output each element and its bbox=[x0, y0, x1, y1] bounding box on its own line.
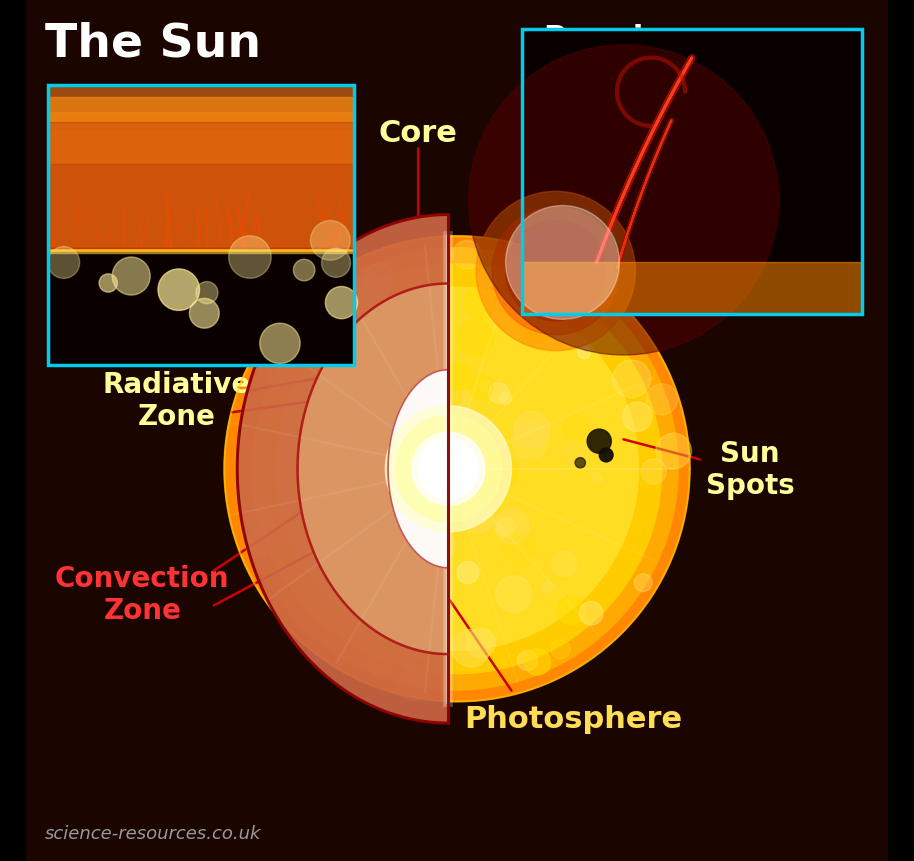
Bar bbox=[48, 85, 354, 253]
Circle shape bbox=[155, 168, 759, 771]
Circle shape bbox=[224, 237, 690, 702]
Text: Sun
Spots: Sun Spots bbox=[706, 439, 794, 499]
Bar bbox=[48, 86, 354, 366]
Circle shape bbox=[634, 574, 653, 592]
Circle shape bbox=[405, 666, 420, 679]
Circle shape bbox=[320, 536, 331, 548]
Circle shape bbox=[48, 247, 80, 279]
Circle shape bbox=[469, 46, 779, 356]
Circle shape bbox=[516, 307, 553, 343]
Circle shape bbox=[395, 416, 502, 523]
Circle shape bbox=[514, 412, 550, 448]
Circle shape bbox=[369, 653, 394, 678]
Circle shape bbox=[344, 512, 376, 544]
Circle shape bbox=[579, 602, 603, 625]
Bar bbox=[522, 263, 862, 314]
Circle shape bbox=[429, 381, 461, 412]
Circle shape bbox=[318, 437, 328, 447]
Circle shape bbox=[252, 501, 271, 519]
Circle shape bbox=[386, 406, 512, 532]
Bar bbox=[48, 86, 354, 249]
Circle shape bbox=[499, 393, 512, 405]
Circle shape bbox=[444, 387, 472, 415]
Circle shape bbox=[228, 237, 271, 279]
Circle shape bbox=[322, 558, 357, 594]
Circle shape bbox=[457, 562, 479, 584]
Circle shape bbox=[325, 287, 357, 319]
Circle shape bbox=[347, 573, 362, 587]
Circle shape bbox=[469, 376, 493, 400]
Circle shape bbox=[457, 321, 494, 356]
Circle shape bbox=[525, 319, 550, 344]
Circle shape bbox=[517, 651, 537, 671]
Bar bbox=[48, 131, 354, 249]
Circle shape bbox=[557, 597, 585, 624]
Circle shape bbox=[412, 433, 485, 505]
Circle shape bbox=[252, 264, 662, 674]
Bar bbox=[48, 122, 354, 249]
Circle shape bbox=[350, 275, 387, 312]
Circle shape bbox=[551, 551, 578, 577]
Circle shape bbox=[486, 455, 518, 487]
Circle shape bbox=[112, 125, 802, 814]
Circle shape bbox=[452, 241, 482, 269]
Circle shape bbox=[476, 192, 635, 351]
Circle shape bbox=[600, 449, 613, 462]
Circle shape bbox=[547, 269, 565, 288]
Circle shape bbox=[361, 517, 388, 545]
Circle shape bbox=[480, 380, 493, 393]
Circle shape bbox=[335, 583, 368, 616]
Circle shape bbox=[52, 65, 862, 861]
Circle shape bbox=[564, 442, 588, 465]
Circle shape bbox=[495, 576, 532, 612]
Circle shape bbox=[587, 430, 611, 454]
Circle shape bbox=[322, 249, 351, 278]
Circle shape bbox=[345, 484, 361, 500]
Circle shape bbox=[541, 582, 552, 593]
Circle shape bbox=[492, 208, 620, 335]
Circle shape bbox=[511, 423, 548, 460]
Bar bbox=[48, 98, 354, 252]
Circle shape bbox=[430, 546, 448, 563]
Circle shape bbox=[423, 529, 455, 561]
Circle shape bbox=[431, 452, 465, 486]
Circle shape bbox=[99, 275, 117, 293]
Text: Corona: Corona bbox=[73, 93, 195, 122]
Circle shape bbox=[591, 473, 602, 484]
Circle shape bbox=[400, 628, 432, 660]
Bar bbox=[48, 164, 354, 249]
Circle shape bbox=[387, 520, 422, 556]
Circle shape bbox=[189, 299, 219, 329]
Circle shape bbox=[445, 364, 472, 391]
Circle shape bbox=[290, 470, 322, 503]
Circle shape bbox=[428, 557, 452, 580]
Circle shape bbox=[430, 412, 449, 430]
Circle shape bbox=[268, 362, 302, 396]
Circle shape bbox=[391, 353, 415, 377]
Circle shape bbox=[318, 487, 345, 513]
Circle shape bbox=[236, 249, 678, 691]
Circle shape bbox=[293, 260, 315, 282]
Polygon shape bbox=[388, 370, 449, 568]
Circle shape bbox=[158, 269, 199, 311]
Circle shape bbox=[397, 668, 430, 701]
Circle shape bbox=[320, 427, 351, 457]
Bar bbox=[48, 114, 354, 251]
Circle shape bbox=[374, 277, 388, 291]
Circle shape bbox=[489, 383, 509, 404]
Circle shape bbox=[622, 402, 652, 432]
Circle shape bbox=[248, 509, 275, 536]
Circle shape bbox=[598, 452, 612, 467]
Circle shape bbox=[463, 288, 495, 320]
Text: Radiative
Zone: Radiative Zone bbox=[102, 370, 251, 430]
Circle shape bbox=[564, 416, 589, 441]
Circle shape bbox=[452, 629, 490, 667]
Circle shape bbox=[505, 221, 606, 322]
Circle shape bbox=[384, 610, 399, 625]
Circle shape bbox=[419, 439, 479, 499]
Text: The Sun: The Sun bbox=[45, 22, 261, 66]
Text: science-resources.co.uk: science-resources.co.uk bbox=[45, 824, 261, 842]
